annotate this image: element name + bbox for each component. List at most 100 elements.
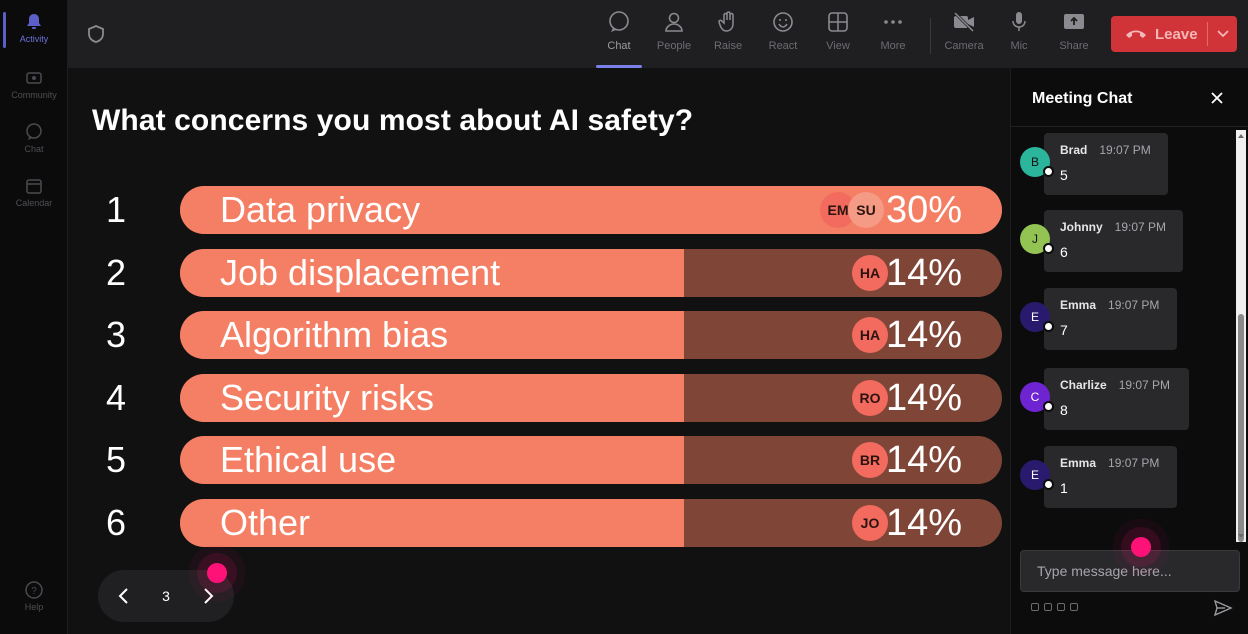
help-icon: ?	[25, 581, 43, 599]
presence-indicator	[1043, 166, 1054, 177]
react-button[interactable]: React	[758, 10, 808, 62]
message-list: Brad 19:07 PM 5 B Johnny 19:07 PM 6 J Emma 19:07 …	[1011, 128, 1233, 542]
chat-scrollbar[interactable]	[1236, 130, 1246, 542]
message-header: Charlize 19:07 PM	[1060, 376, 1189, 394]
poll-option-label: Other	[220, 501, 311, 543]
message-header: Emma 19:07 PM	[1060, 296, 1177, 314]
attach-icon[interactable]	[1044, 603, 1052, 611]
poll-option-row: 4 Security risks RO 14%	[92, 373, 1012, 422]
message-time: 19:07 PM	[1099, 143, 1151, 157]
poll-option-row: 3 Algorithm bias HA 14%	[92, 311, 1012, 359]
message-text: 6	[1060, 244, 1068, 260]
message-author: Brad	[1060, 143, 1088, 157]
emoji-icon[interactable]	[1057, 603, 1065, 611]
leave-main[interactable]: Leave	[1111, 16, 1207, 52]
message-author: Charlize	[1060, 378, 1107, 392]
poll-option-number: 2	[106, 251, 127, 293]
view-button[interactable]: View	[813, 10, 863, 62]
poll-option-percent: 14%	[885, 376, 962, 419]
chat-message: Emma 19:07 PM 7 E	[1011, 288, 1233, 352]
mic-icon	[1012, 12, 1026, 31]
message-bubble: Johnny 19:07 PM 6	[1044, 210, 1183, 272]
message-author: Johnny	[1060, 220, 1103, 234]
poll-option-bar: Data privacy EM SU 30%	[180, 186, 1002, 234]
chevron-right-icon[interactable]	[196, 584, 220, 608]
format-icon[interactable]	[1031, 603, 1039, 611]
more-button[interactable]: More	[868, 10, 918, 62]
chat-button[interactable]: Chat	[594, 10, 644, 68]
leave-button[interactable]: Leave	[1111, 16, 1237, 52]
laser-pointer	[1131, 537, 1151, 557]
message-bubble: Emma 19:07 PM 7	[1044, 288, 1177, 350]
rail-item-community[interactable]: Community	[0, 62, 68, 112]
bell-icon	[27, 14, 41, 29]
react-label: React	[768, 40, 798, 52]
poll-option-label: Data privacy	[220, 189, 421, 230]
scroll-down-icon[interactable]	[1237, 532, 1245, 540]
poll-option-fill	[180, 498, 684, 547]
poll-option-label: Security risks	[220, 376, 435, 418]
presence-indicator	[1043, 479, 1054, 490]
chat-message-input[interactable]	[1020, 550, 1240, 592]
gif-icon[interactable]	[1070, 603, 1078, 611]
poll-option-fill	[180, 311, 684, 359]
hang-up-icon	[1126, 30, 1146, 38]
chevron-down-icon	[1216, 30, 1229, 38]
poll-question: What concerns you most about AI safety?	[92, 104, 694, 137]
poll-option-fill	[180, 373, 684, 422]
message-text: 8	[1060, 402, 1068, 418]
avatar[interactable]: C	[1020, 382, 1050, 412]
rail-item-help[interactable]: ? Help	[0, 574, 68, 624]
poll-option-row: 2 Job displacement HA 14%	[92, 248, 1012, 297]
mic-label: Mic	[1010, 40, 1028, 52]
poll-option-label: Job displacement	[220, 251, 501, 293]
chat-title: Meeting Chat	[1032, 90, 1133, 107]
poll-option-row: 5 Ethical use BR 14%	[92, 436, 1012, 484]
raise-hand-button[interactable]: Raise	[703, 10, 753, 62]
rail-item-activity[interactable]: Activity	[0, 6, 68, 56]
poll-option-percent: 14%	[885, 501, 962, 544]
poll-option-label: Ethical use	[220, 439, 397, 480]
chat-message: Emma 19:07 PM 1 E	[1011, 446, 1233, 510]
shield-icon[interactable]	[86, 24, 106, 44]
poll-option-fill	[180, 248, 684, 297]
laser-pointer	[207, 563, 227, 583]
poll-option-bar: Job displacement HA 14%	[180, 248, 1002, 297]
view-label: View	[826, 40, 850, 52]
scrollbar-thumb[interactable]	[1238, 314, 1244, 542]
camera-button[interactable]: Camera	[939, 10, 989, 62]
scroll-up-icon[interactable]	[1237, 132, 1245, 140]
poll-option-percent: 30%	[885, 189, 962, 231]
voter-avatar: JO	[852, 504, 888, 541]
share-button[interactable]: Share	[1049, 10, 1099, 62]
send-icon[interactable]	[1213, 598, 1233, 618]
smiley-icon	[773, 12, 793, 32]
voter-avatar: SU	[848, 192, 884, 228]
svg-text:?: ?	[31, 586, 37, 597]
poll-option-number: 5	[106, 439, 127, 480]
people-button[interactable]: People	[649, 10, 699, 62]
rail-label: Chat	[24, 144, 44, 154]
more-icon	[884, 20, 902, 24]
mic-button[interactable]: Mic	[994, 10, 1044, 62]
poll-option-fill	[180, 436, 684, 484]
presence-indicator	[1043, 243, 1054, 254]
poll-option-percent: 14%	[885, 314, 962, 356]
close-icon[interactable]	[1209, 90, 1225, 106]
message-header: Brad 19:07 PM	[1060, 141, 1168, 159]
message-header: Emma 19:07 PM	[1060, 454, 1177, 472]
leave-options-button[interactable]	[1208, 16, 1237, 52]
rail-item-chat[interactable]: Chat	[0, 116, 68, 166]
chevron-left-icon[interactable]	[112, 584, 136, 608]
poll-option-number: 4	[106, 376, 127, 418]
message-header: Johnny 19:07 PM	[1060, 218, 1183, 236]
message-bubble: Charlize 19:07 PM 8	[1044, 368, 1189, 430]
more-label: More	[880, 40, 906, 52]
poll-option-percent: 14%	[885, 251, 962, 294]
message-bubble: Emma 19:07 PM 1	[1044, 446, 1177, 508]
message-text: 5	[1060, 167, 1068, 183]
rail-item-calendar[interactable]: Calendar	[0, 170, 68, 220]
voter-avatar: HA	[852, 317, 888, 353]
page-number: 3	[162, 588, 170, 604]
leave-label: Leave	[1155, 25, 1198, 43]
